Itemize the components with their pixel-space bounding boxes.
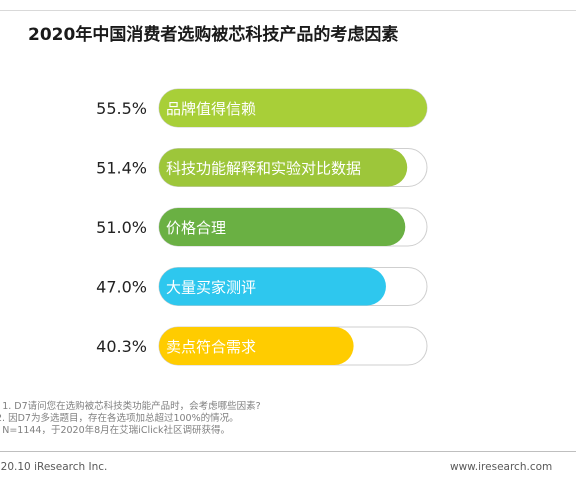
category-label: 卖点符合需求: [166, 338, 256, 356]
category-label: 品牌值得信赖: [166, 100, 256, 118]
bar: [159, 208, 406, 246]
value-label: 55.5%: [96, 99, 147, 118]
chart-title: 2020年中国消费者选购被芯科技产品的考虑因素: [28, 25, 399, 45]
category-label: 价格合理: [166, 219, 226, 237]
footer-copyright: 020.10 iResearch Inc.: [0, 461, 108, 473]
category-label: 大量买家测评: [166, 279, 256, 297]
footer-rule: [0, 451, 576, 452]
bar-chart: 55.5% 品牌值得信赖 51.4% 科技功能解释和实验对比数据 51.0% 价格合理 47…: [96, 88, 428, 366]
value-label: 40.3%: [96, 337, 147, 356]
bar: [159, 267, 386, 306]
note-line: 2. 因D7为多选题目，存在各选项加总超过100%的情况。: [0, 413, 239, 424]
value-label: 47.0%: [96, 278, 147, 297]
notes: : 1. D7请问您在选购被芯科技类功能产品时，会考虑哪些因素? 2. 因D7为…: [0, 401, 261, 437]
note-line: : N=1144，于2020年8月在艾瑞iClick社区调研获得。: [0, 425, 230, 436]
category-label: 科技功能解释和实验对比数据: [166, 160, 361, 178]
bar: [159, 327, 354, 365]
top-rule: [0, 10, 576, 11]
bar: [159, 89, 427, 127]
value-label: 51.4%: [96, 159, 147, 178]
value-label: 51.0%: [96, 218, 147, 237]
note-line: : 1. D7请问您在选购被芯科技类功能产品时，会考虑哪些因素?: [0, 401, 261, 412]
footer-website: www.iresearch.com: [450, 461, 553, 473]
bar: [159, 148, 408, 187]
